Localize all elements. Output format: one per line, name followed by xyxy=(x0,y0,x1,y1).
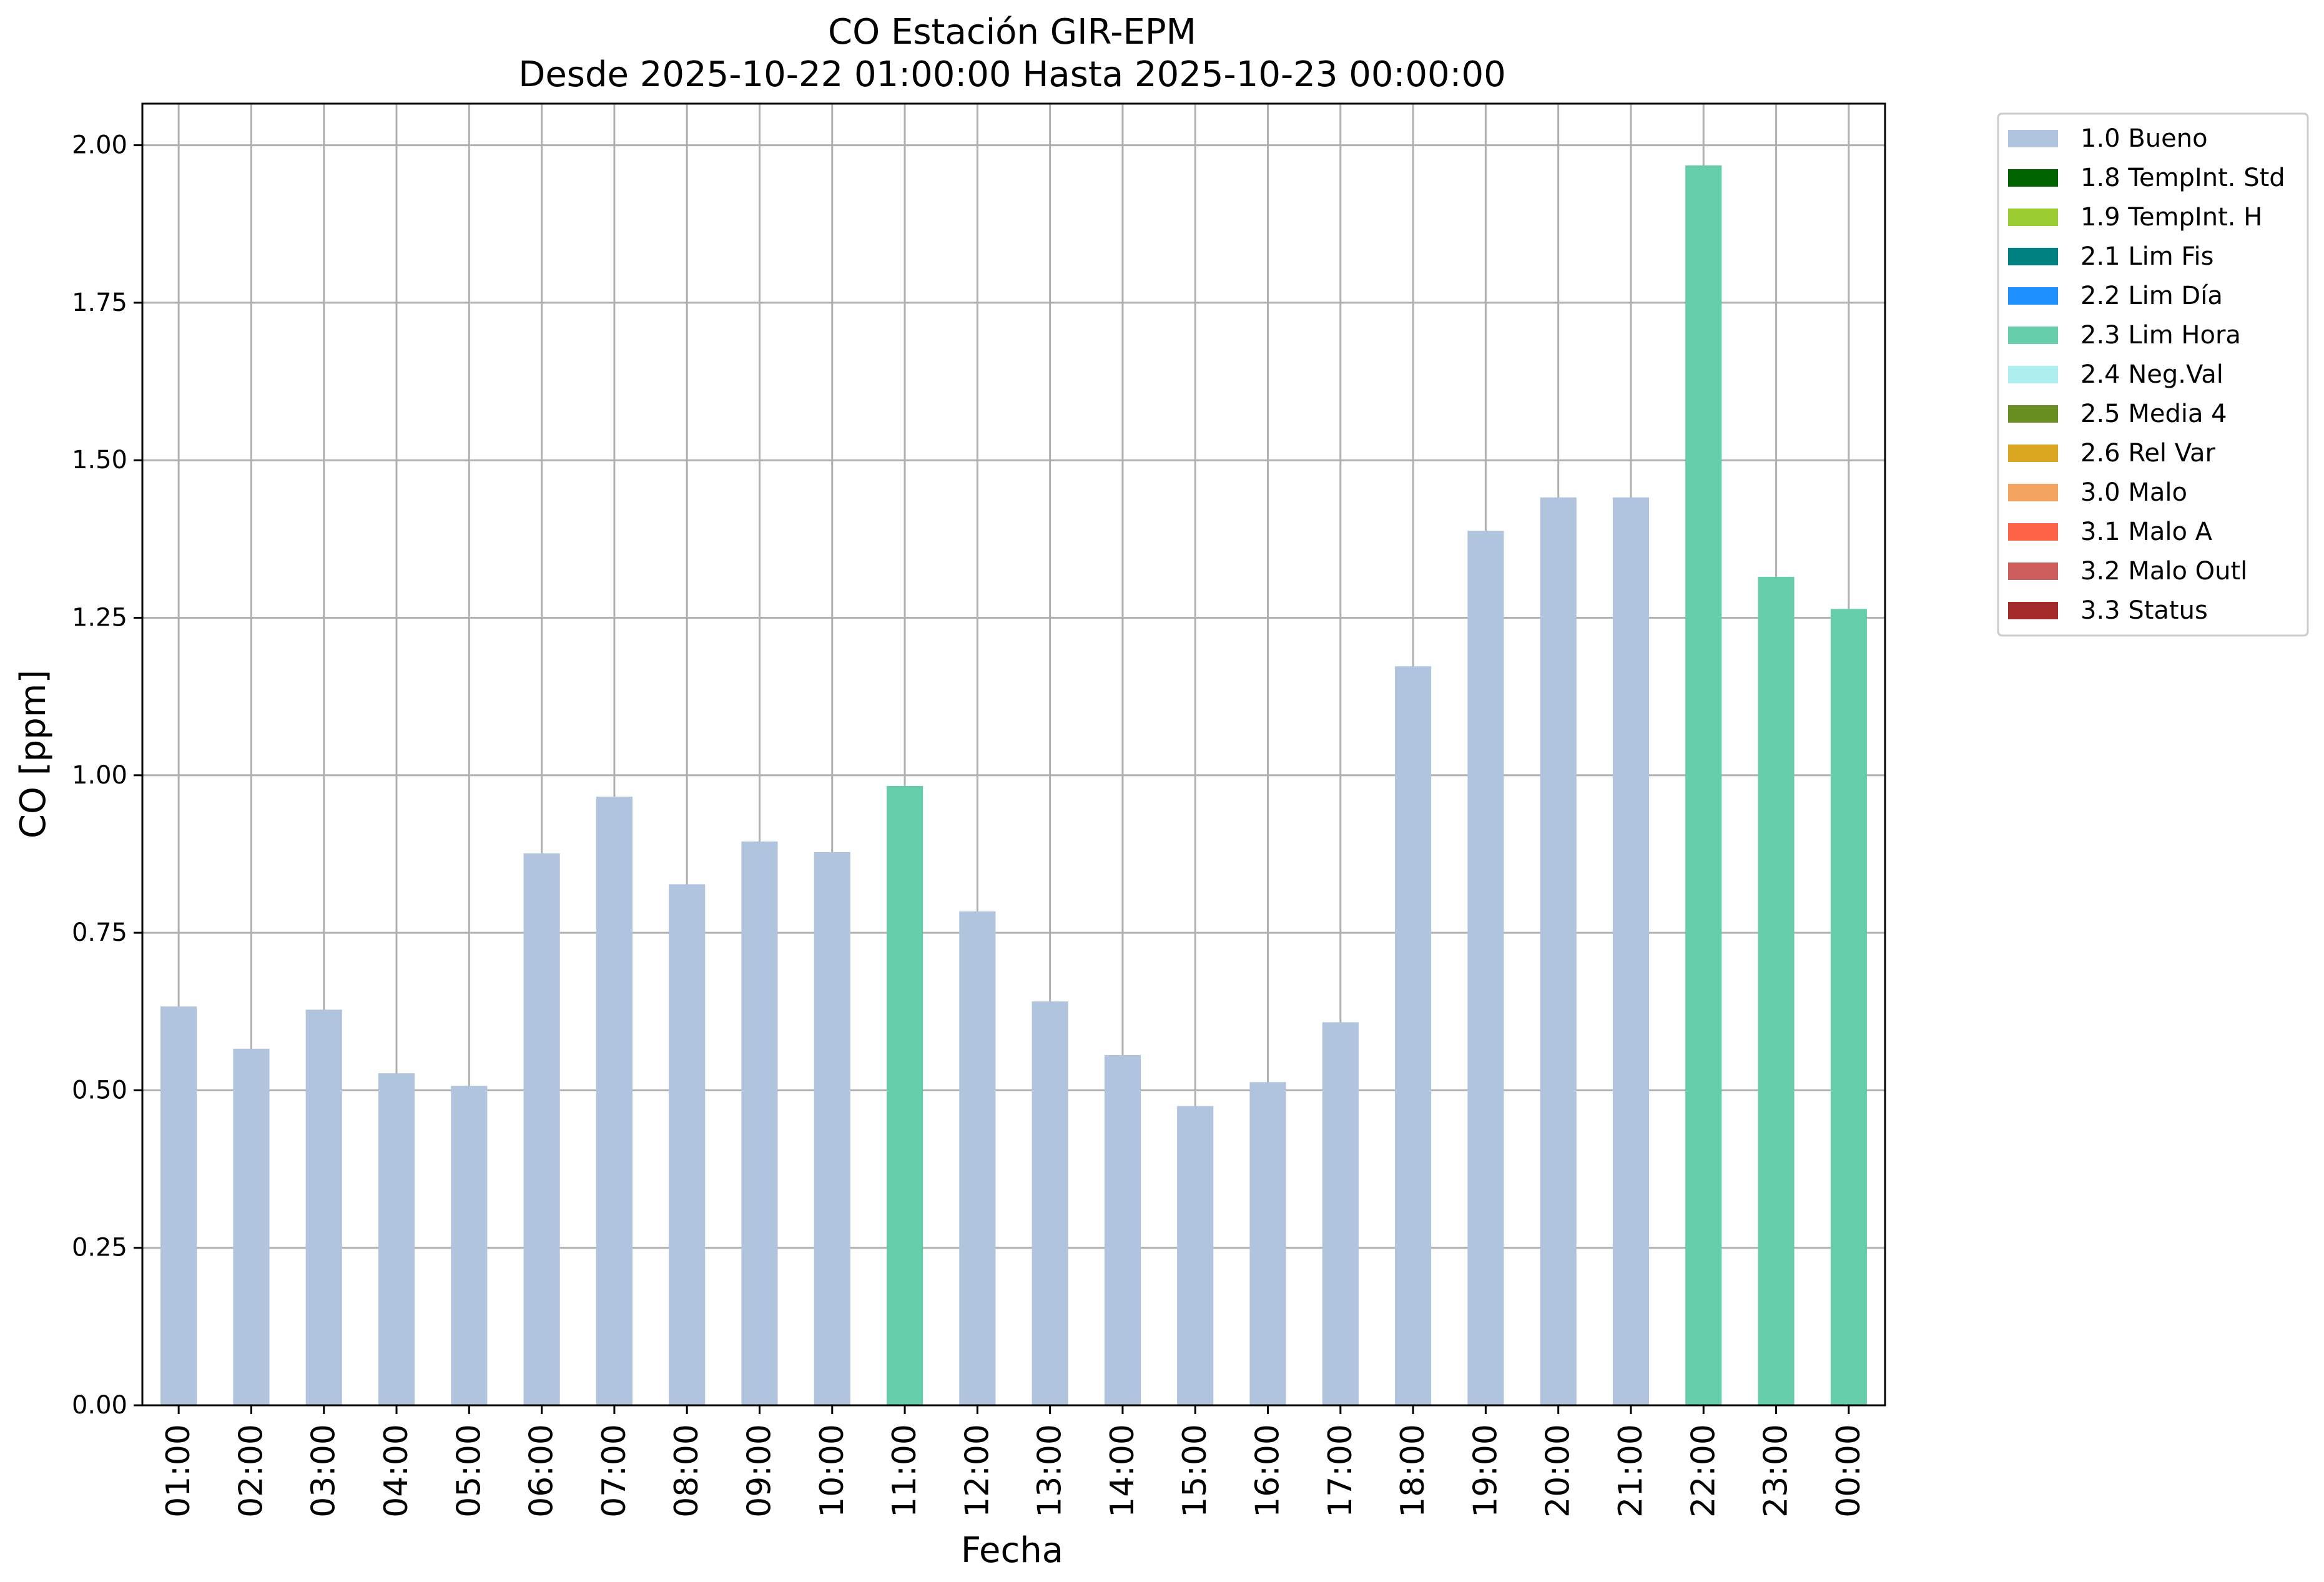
legend-label: 2.3 Lim Hora xyxy=(2080,321,2241,350)
legend-label: 2.2 Lim Día xyxy=(2080,282,2223,310)
x-tick-label: 13:00 xyxy=(1032,1424,1069,1518)
y-tick-label: 1.00 xyxy=(72,761,127,790)
legend-label: 2.1 Lim Fis xyxy=(2080,242,2213,271)
x-tick-label: 19:00 xyxy=(1467,1424,1504,1518)
legend-swatch xyxy=(2008,287,2058,305)
bar-1000 xyxy=(814,852,850,1405)
bar-2200 xyxy=(1685,165,1722,1405)
y-tick-label: 0.00 xyxy=(72,1391,127,1420)
bar-0300 xyxy=(305,1010,342,1405)
bar-1300 xyxy=(1032,1001,1068,1405)
legend-swatch xyxy=(2008,405,2058,423)
bar-1200 xyxy=(959,911,996,1405)
x-tick-label: 05:00 xyxy=(450,1424,488,1518)
legend-label: 3.0 Malo xyxy=(2080,478,2187,507)
legend-swatch xyxy=(2008,445,2058,462)
plot-frame xyxy=(141,102,1886,1407)
legend-label: 1.8 TempInt. Std xyxy=(2080,164,2285,192)
bar-0800 xyxy=(669,884,706,1405)
legend-label: 3.3 Status xyxy=(2080,596,2208,625)
legend-label: 3.1 Malo A xyxy=(2080,518,2213,546)
x-tick-label: 03:00 xyxy=(305,1424,343,1518)
y-tick-label: 1.50 xyxy=(72,446,127,474)
bar-1600 xyxy=(1249,1082,1286,1405)
y-tick-label: 1.75 xyxy=(72,288,127,317)
x-tick-label: 12:00 xyxy=(958,1424,996,1518)
legend-swatch xyxy=(2008,523,2058,541)
legend-label: 2.5 Media 4 xyxy=(2080,400,2227,428)
legend-box xyxy=(1997,112,2309,637)
x-tick-label: 06:00 xyxy=(523,1424,561,1518)
bar-0100 xyxy=(160,1006,197,1405)
chart-subtitle: Desde 2025-10-22 01:00:00 Hasta 2025-10-… xyxy=(518,54,1506,95)
legend-label: 1.0 Bueno xyxy=(2080,124,2208,153)
legend-swatch xyxy=(2008,484,2058,501)
bar-1500 xyxy=(1177,1106,1214,1405)
x-tick-label: 15:00 xyxy=(1176,1424,1214,1518)
legend-swatch xyxy=(2008,366,2058,383)
bar-0900 xyxy=(741,841,778,1405)
bar-0200 xyxy=(233,1048,270,1405)
y-axis-label: CO [ppm] xyxy=(13,670,54,838)
bar-0600 xyxy=(523,853,560,1405)
bar-1700 xyxy=(1322,1022,1359,1405)
x-axis: 01:00 02:00 03:00 04:00 05:00 06:00 07:00 08:00… xyxy=(160,1405,1868,1518)
y-tick-label: 2.00 xyxy=(72,131,127,160)
x-tick-label: 09:00 xyxy=(741,1424,778,1518)
bar-1800 xyxy=(1395,666,1432,1405)
x-tick-label: 07:00 xyxy=(596,1424,633,1518)
x-tick-label: 01:00 xyxy=(160,1424,197,1518)
x-tick-label: 02:00 xyxy=(232,1424,270,1518)
legend-swatch xyxy=(2008,563,2058,580)
bar-0500 xyxy=(451,1086,488,1405)
legend-swatch xyxy=(2008,209,2058,226)
bar-0400 xyxy=(378,1073,415,1405)
x-tick-label: 21:00 xyxy=(1612,1424,1650,1518)
x-tick-label: 20:00 xyxy=(1540,1424,1577,1518)
x-tick-label: 14:00 xyxy=(1104,1424,1141,1518)
bar-1900 xyxy=(1467,531,1504,1405)
bar-2300 xyxy=(1758,576,1795,1406)
x-tick-label: 04:00 xyxy=(378,1424,415,1518)
bar-1100 xyxy=(886,785,923,1405)
legend-label: 1.9 TempInt. H xyxy=(2080,203,2262,232)
x-tick-label: 18:00 xyxy=(1394,1424,1432,1518)
x-tick-label: 23:00 xyxy=(1758,1424,1795,1518)
y-tick-label: 0.25 xyxy=(72,1234,127,1262)
chart-title: CO Estación GIR-EPM xyxy=(828,12,1196,52)
y-tick-label: 0.75 xyxy=(72,918,127,947)
legend-swatch xyxy=(2008,169,2058,187)
legend-swatch xyxy=(2008,602,2058,619)
x-axis-label: Fecha xyxy=(961,1530,1063,1571)
x-tick-label: 16:00 xyxy=(1249,1424,1287,1518)
y-tick-label: 0.50 xyxy=(72,1076,127,1104)
bar-1400 xyxy=(1104,1054,1141,1405)
legend-label: 2.4 Neg.Val xyxy=(2080,360,2223,389)
x-tick-label: 08:00 xyxy=(668,1424,706,1518)
bar-0000 xyxy=(1830,609,1867,1405)
legend-label: 3.2 Malo Outl xyxy=(2080,557,2247,586)
bar-2100 xyxy=(1612,497,1650,1405)
legend-swatch xyxy=(2008,327,2058,344)
y-tick-label: 1.25 xyxy=(72,604,127,632)
bar-2000 xyxy=(1540,497,1577,1405)
y-axis: 0.00 0.25 0.50 0.75 1.00 1.25 1.50 1.75 2.00 xyxy=(72,131,142,1420)
legend-label: 2.6 Rel Var xyxy=(2080,439,2216,468)
x-tick-label: 10:00 xyxy=(814,1424,851,1518)
legend-swatch xyxy=(2008,248,2058,265)
x-tick-label: 17:00 xyxy=(1322,1424,1359,1518)
bar-0700 xyxy=(596,797,633,1405)
x-tick-label: 11:00 xyxy=(886,1424,923,1518)
bars xyxy=(160,165,1867,1406)
x-tick-label: 22:00 xyxy=(1685,1424,1722,1518)
x-tick-label: 00:00 xyxy=(1830,1424,1868,1518)
legend-swatch xyxy=(2008,130,2058,147)
legend: 1.0 Bueno 1.8 TempInt. Std 1.9 TempInt. H 2… xyxy=(1997,112,2309,637)
